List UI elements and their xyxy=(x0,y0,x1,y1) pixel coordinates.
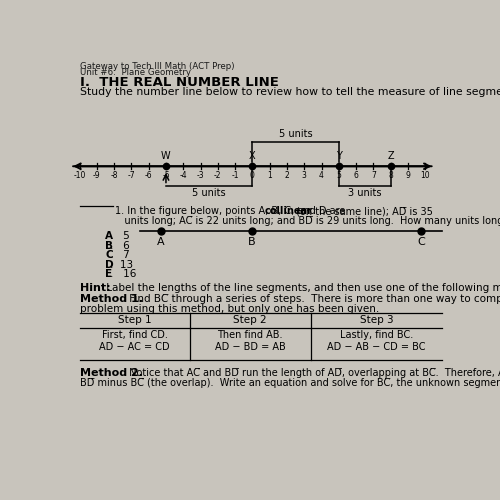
Text: -2: -2 xyxy=(214,171,222,180)
Text: -3: -3 xyxy=(196,171,204,180)
Text: Method 1.: Method 1. xyxy=(80,294,142,304)
Text: (on the same line); AD̅ is 35: (on the same line); AD̅ is 35 xyxy=(294,206,433,216)
Text: 9: 9 xyxy=(406,171,410,180)
Text: Z: Z xyxy=(388,151,394,161)
Text: Step 2: Step 2 xyxy=(233,315,267,325)
Text: Unit #6:  Plane Geometry: Unit #6: Plane Geometry xyxy=(80,68,190,78)
Text: B: B xyxy=(248,237,256,247)
Text: W: W xyxy=(161,151,171,161)
Text: -6: -6 xyxy=(145,171,152,180)
Text: -10: -10 xyxy=(74,171,86,180)
Text: I.  THE REAL NUMBER LINE: I. THE REAL NUMBER LINE xyxy=(80,76,278,89)
Text: Then find AB.: Then find AB. xyxy=(218,330,283,340)
Text: Hint:: Hint: xyxy=(80,284,110,294)
Text: Label the lengths of the line segments, and then use one of the following method: Label the lengths of the line segments, … xyxy=(103,284,500,294)
Text: Y: Y xyxy=(336,151,342,161)
Text: 1: 1 xyxy=(268,171,272,180)
Text: .   6: . 6 xyxy=(110,240,130,250)
Text: A: A xyxy=(158,237,165,247)
Text: AD − BD = AB: AD − BD = AB xyxy=(214,342,286,352)
Text: -1: -1 xyxy=(232,171,239,180)
Text: .   7: . 7 xyxy=(110,250,130,260)
Text: BD̅ minus BC̅ (the overlap).  Write an equation and solve for BC̅, the unknown s: BD̅ minus BC̅ (the overlap). Write an eq… xyxy=(80,378,500,388)
Text: -5: -5 xyxy=(162,171,170,180)
Text: Study the number line below to review how to tell the measure of line segments.: Study the number line below to review ho… xyxy=(80,87,500,97)
Text: 0: 0 xyxy=(250,171,255,180)
Text: 4: 4 xyxy=(319,171,324,180)
Text: 7: 7 xyxy=(371,171,376,180)
Text: 6: 6 xyxy=(354,171,358,180)
Text: units long; AC̅ is 22 units long; and BD̅ is 29 units long.  How many units long: units long; AC̅ is 22 units long; and BD… xyxy=(115,216,500,226)
Text: .  13: . 13 xyxy=(110,260,133,270)
Text: -8: -8 xyxy=(110,171,118,180)
Text: AD − AC = CD: AD − AC = CD xyxy=(100,342,170,352)
Text: Step 3: Step 3 xyxy=(360,315,393,325)
Text: Lastly, find BC.: Lastly, find BC. xyxy=(340,330,413,340)
Text: First, find CD.: First, find CD. xyxy=(102,330,168,340)
Text: 2: 2 xyxy=(284,171,290,180)
Text: .   16: . 16 xyxy=(110,270,136,280)
Text: -4: -4 xyxy=(180,171,187,180)
Text: 5: 5 xyxy=(336,171,341,180)
Text: B: B xyxy=(105,240,113,250)
Text: Find BC̅ through a series of steps.  There is more than one way to complete this: Find BC̅ through a series of steps. Ther… xyxy=(126,294,500,304)
Text: C: C xyxy=(417,237,425,247)
Text: Step 1: Step 1 xyxy=(118,315,152,325)
Text: C: C xyxy=(105,250,113,260)
Text: 1. In the figure below, points A, B, C, and D are: 1. In the figure below, points A, B, C, … xyxy=(115,206,348,216)
Text: A: A xyxy=(105,231,113,241)
Text: 5 units: 5 units xyxy=(192,188,226,198)
Text: collinear: collinear xyxy=(264,206,312,216)
Text: 3: 3 xyxy=(302,171,306,180)
Text: problem using this method, but only one has been given.: problem using this method, but only one … xyxy=(80,304,379,314)
Text: 3 units: 3 units xyxy=(348,188,382,198)
Text: .   5: . 5 xyxy=(110,231,130,241)
Text: Method 2.: Method 2. xyxy=(80,368,142,378)
Text: 10: 10 xyxy=(420,171,430,180)
Text: Gateway to Tech III Math (ACT Prep): Gateway to Tech III Math (ACT Prep) xyxy=(80,62,234,72)
Text: X: X xyxy=(249,151,256,161)
Text: -7: -7 xyxy=(128,171,135,180)
Text: D: D xyxy=(105,260,114,270)
Text: 8: 8 xyxy=(388,171,393,180)
Text: Notice that AC̅ and BD̅ run the length of AD̅, overlapping at BC̅.  Therefore, A: Notice that AC̅ and BD̅ run the length o… xyxy=(126,368,500,378)
Text: -9: -9 xyxy=(93,171,100,180)
Text: E: E xyxy=(105,270,112,280)
Text: 5 units: 5 units xyxy=(279,130,312,140)
Text: AD − AB − CD = BC: AD − AB − CD = BC xyxy=(327,342,426,352)
